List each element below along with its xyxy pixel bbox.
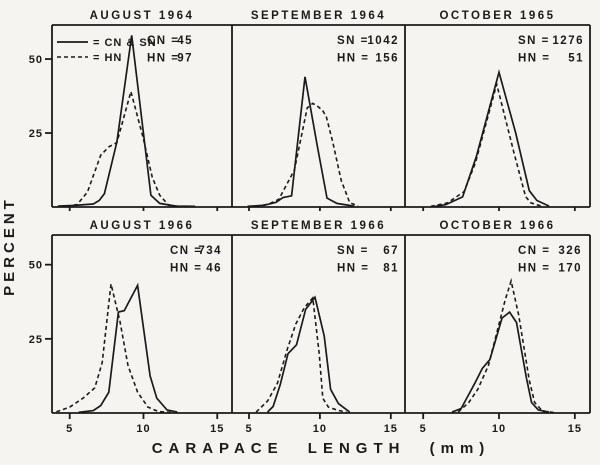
stat-value: 170 [558, 263, 582, 275]
x-tick-label: 5 [66, 423, 73, 435]
stat-value: 156 [375, 53, 399, 65]
panel-october-1966: OCTOBER 1966 CN = 326 HN = 170 [439, 220, 582, 414]
series-hn-curve [56, 283, 172, 414]
panel-september-1966: SEPTEMBER 1966 SN = 67 HN = 81 [251, 220, 399, 414]
stat-value: 67 [383, 245, 399, 257]
stat-label: CN = [147, 35, 180, 47]
stat-value: 1042 [367, 35, 399, 47]
stat-label: HN = [337, 53, 370, 65]
legend-label: = CN & SN [93, 37, 157, 49]
panel-august-1964: AUGUST 1964 CN =45 HN =97 = CN & SN = HN [57, 10, 196, 208]
panel-title: AUGUST 1964 [90, 10, 195, 22]
legend-label: = HN [93, 52, 122, 64]
stat-label: HN = [337, 263, 370, 275]
stat-value: 326 [558, 245, 582, 257]
y-axis-title: PERCENT [1, 196, 18, 296]
series-hn-curve [457, 277, 554, 414]
stat-value: 45 [177, 35, 193, 47]
x-tick-label: 15 [568, 423, 582, 435]
stat-value: 46 [206, 263, 222, 275]
series-cn-curve [451, 310, 550, 413]
stat-value: 51 [568, 53, 584, 65]
x-axis-title: CARAPACE LENGTH (mm) [152, 440, 491, 457]
series-hn-curve [255, 102, 359, 208]
x-tick-label: 5 [245, 423, 252, 435]
panel-september-1964: SEPTEMBER 1964 SN =1042 HN = 156 [247, 10, 399, 208]
x-tick-label: 10 [136, 423, 150, 435]
panel-title: SEPTEMBER 1964 [251, 10, 386, 22]
stat-label: HN = [170, 263, 203, 275]
stat-label: SN = [337, 245, 369, 257]
x-tick-label: 15 [210, 423, 224, 435]
panel-title: AUGUST 1966 [90, 220, 195, 232]
series-hn-curve [430, 81, 542, 208]
panel-title: OCTOBER 1965 [439, 10, 555, 22]
stat-label: HN = [147, 53, 180, 65]
stat-label: CN = [170, 245, 203, 257]
x-tick-label: 15 [384, 423, 398, 435]
y-tick-label: 25 [29, 334, 43, 346]
series-cn-curve [78, 282, 178, 414]
y-tick-label: 50 [29, 54, 43, 66]
stat-label: HN = [518, 53, 551, 65]
stat-label: SN = [518, 35, 550, 47]
series-sn-curve [435, 69, 550, 208]
series-hn-curve [66, 88, 179, 208]
panel-august-1966: AUGUST 1966 CN =734 HN = 46 [56, 220, 222, 414]
x-tick-label: 10 [313, 423, 327, 435]
y-tick-label: 50 [29, 260, 43, 272]
panel-title: SEPTEMBER 1966 [251, 220, 386, 232]
stat-label: SN = [337, 35, 369, 47]
series-sn-curve [266, 295, 351, 413]
panel-title: OCTOBER 1966 [439, 220, 555, 232]
x-tick-label: 5 [420, 423, 427, 435]
stat-label: HN = [518, 263, 551, 275]
x-tick-label: 10 [492, 423, 506, 435]
stat-label: CN = [518, 245, 551, 257]
stat-value: 734 [198, 245, 222, 257]
stat-value: 97 [177, 53, 193, 65]
stat-value: 1276 [552, 35, 584, 47]
y-tick-label: 25 [29, 128, 43, 140]
stat-value: 81 [383, 263, 399, 275]
